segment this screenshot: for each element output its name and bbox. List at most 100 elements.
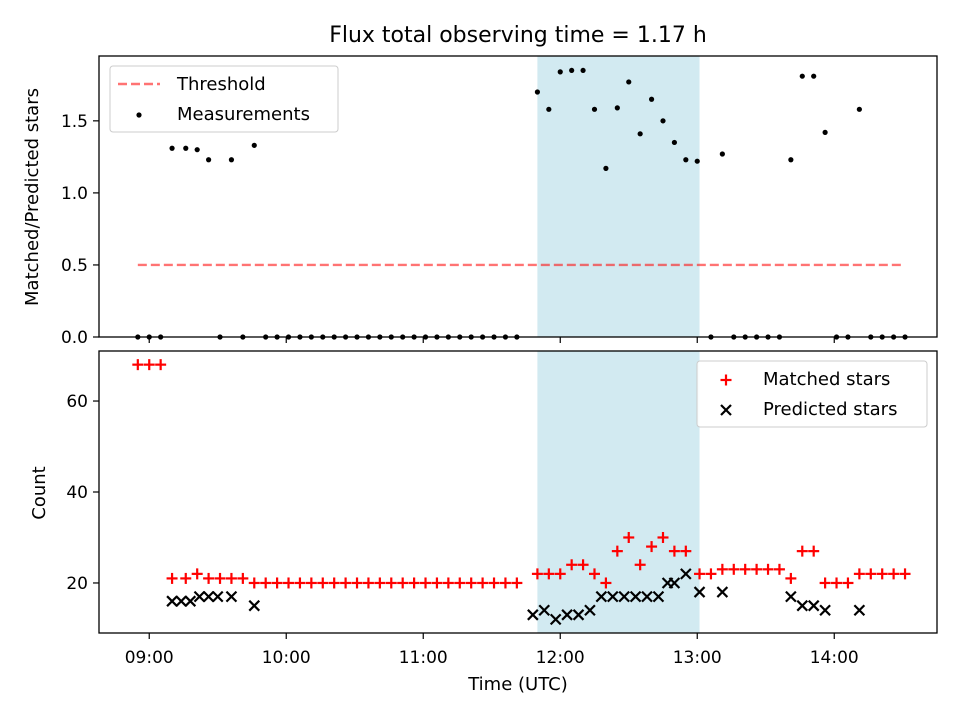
matched-star-point — [511, 577, 523, 589]
matched-star-point — [385, 577, 397, 589]
top-y-tick-label: 1.5 — [61, 112, 88, 132]
predicted-star-point — [629, 590, 642, 603]
matched-star-point — [694, 568, 706, 580]
predicted-star-point — [225, 590, 238, 603]
predicted-star-point — [166, 595, 178, 607]
matched-star-point — [454, 577, 466, 589]
predicted-star-point — [248, 599, 261, 612]
matched-star-point — [577, 559, 589, 571]
measurement-point — [546, 106, 552, 112]
matched-star-point — [431, 577, 443, 589]
matched-star-point — [554, 568, 566, 580]
matched-star-point — [214, 572, 226, 584]
matched-star-point — [499, 577, 511, 589]
matched-star-point — [728, 563, 740, 575]
measurement-point — [660, 118, 666, 124]
predicted-star-point — [693, 586, 706, 598]
matched-star-point — [876, 568, 888, 580]
predicted-star-point — [561, 609, 573, 621]
x-tick-label: 14:00 — [810, 648, 859, 668]
matched-star-point — [588, 568, 600, 580]
predicted-star-point — [853, 604, 866, 617]
measurement-point — [569, 67, 575, 74]
matched-star-point — [488, 577, 500, 589]
predicted-star-point — [193, 590, 206, 603]
matched-star-point — [351, 577, 363, 589]
matched-star-point — [865, 568, 877, 580]
bottom-legend: Matched stars Predicted stars — [696, 360, 928, 428]
matched-star-point — [465, 577, 477, 589]
matched-star-point — [420, 577, 432, 589]
matched-star-point — [819, 577, 831, 589]
measurement-point — [557, 69, 563, 75]
measurement-point — [580, 67, 586, 74]
matched-star-point — [283, 577, 295, 589]
measurement-point — [694, 158, 700, 164]
measurement-point — [799, 73, 805, 79]
measurement-point — [183, 145, 189, 151]
matched-star-point — [600, 577, 612, 589]
matched-star-point — [705, 568, 717, 580]
matched-star-point — [248, 577, 260, 589]
x-tick-label: 09:00 — [125, 648, 174, 668]
matched-star-point — [155, 359, 167, 371]
predicted-star-point — [606, 590, 619, 603]
measurement-point — [648, 96, 655, 102]
predicted-star-point — [819, 604, 831, 617]
predicted-star-point — [680, 568, 692, 580]
matched-star-point — [305, 577, 317, 589]
predicted-star-point — [184, 595, 197, 607]
matched-star-point — [796, 545, 808, 557]
matched-star-point — [477, 577, 489, 589]
measurement-point — [206, 157, 212, 163]
matched-star-point — [143, 359, 155, 371]
predicted-star-point — [807, 599, 820, 612]
measurement-point — [169, 145, 175, 151]
matched-star-point — [132, 359, 144, 371]
matched-star-point — [888, 568, 900, 580]
matched-star-point — [739, 563, 751, 575]
bottom-series-0 — [132, 359, 911, 589]
bottom-y-tick-label: 20 — [66, 574, 88, 594]
predicted-star-point — [641, 590, 653, 603]
matched-star-point — [362, 577, 374, 589]
matched-star-point — [773, 563, 785, 575]
predicted-star-point — [584, 604, 596, 617]
measurement-point — [856, 106, 862, 112]
predicted-star-point — [796, 599, 809, 612]
x-tick-label: 10:00 — [262, 648, 311, 668]
matched-star-point — [237, 572, 249, 584]
predicted-star-point — [668, 577, 681, 589]
matched-star-point — [762, 563, 774, 575]
legend-matched-swatch — [720, 374, 732, 386]
predicted-star-point — [595, 590, 608, 603]
matched-star-point — [397, 577, 409, 589]
matched-star-point — [611, 545, 623, 557]
measurement-point — [591, 106, 598, 112]
predicted-star-point — [538, 604, 551, 617]
top-legend: Threshold Measurements — [109, 65, 339, 133]
legend-measurements-swatch — [136, 112, 142, 118]
matched-star-point — [328, 577, 340, 589]
legend-measurements-label: Measurements — [177, 104, 310, 125]
predicted-star-point — [716, 586, 729, 598]
predicted-star-point — [618, 590, 630, 603]
predicted-star-point — [211, 590, 224, 603]
predicted-star-point — [572, 609, 585, 621]
matched-star-point — [646, 541, 658, 553]
matched-star-point — [543, 568, 555, 580]
bottom-series-1 — [166, 568, 866, 626]
bottom-y-axis-label: Count — [29, 466, 50, 519]
predicted-star-point — [527, 609, 539, 621]
top-y-tick-label: 0.5 — [61, 256, 88, 276]
matched-star-point — [657, 531, 669, 543]
matched-star-point — [668, 545, 680, 557]
predicted-star-point — [549, 613, 562, 626]
legend-predicted-swatch — [720, 404, 732, 416]
measurement-point — [822, 129, 828, 135]
matched-star-point — [180, 572, 192, 584]
measurement-point — [788, 157, 794, 163]
measurement-point — [811, 73, 817, 79]
matched-star-point — [260, 577, 272, 589]
